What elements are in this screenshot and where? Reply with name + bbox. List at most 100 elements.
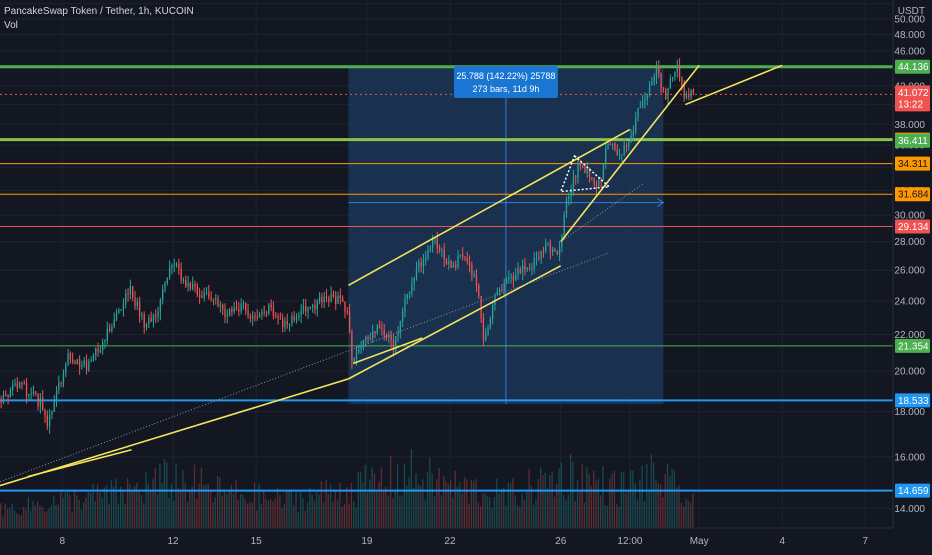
candle-body: [226, 314, 228, 317]
volume-bar: [200, 467, 203, 528]
candle-body: [132, 286, 134, 298]
candle-body: [258, 314, 261, 318]
volume-bar: [230, 484, 233, 528]
volume-bar: [357, 471, 359, 528]
candle-body: [600, 179, 602, 181]
candle-body: [625, 145, 628, 147]
candle-body: [641, 101, 644, 107]
volume-bar: [583, 503, 586, 528]
volume-bar: [189, 490, 191, 528]
volume-bar: [673, 470, 676, 528]
price-tick-label: 22.000: [894, 330, 925, 341]
horizontal-levels[interactable]: [0, 65, 893, 492]
candle-body: [48, 414, 51, 427]
candle-body: [302, 306, 305, 311]
volume-bar: [235, 479, 237, 528]
volume-bar: [149, 490, 152, 528]
volume-bar: [106, 485, 108, 528]
candle-body: [455, 264, 457, 268]
volume-bar: [646, 464, 648, 528]
candle-body: [143, 314, 145, 328]
candle-body: [575, 176, 577, 178]
candle-body: [235, 307, 238, 310]
candle-body: [538, 257, 540, 259]
volume-bar: [479, 505, 482, 528]
trend-lines[interactable]: [0, 64, 783, 487]
candle-body: [489, 318, 491, 328]
volume-bar: [671, 468, 673, 528]
volume-bar: [572, 461, 574, 528]
volume-bar: [461, 493, 463, 528]
volume-bar: [503, 487, 505, 528]
volume-bar: [87, 491, 89, 528]
price-unit-label: USDT: [898, 6, 925, 17]
volume-bar: [507, 482, 509, 528]
trend-line: [27, 449, 132, 478]
candle-body: [231, 308, 233, 312]
volume-bar: [669, 476, 671, 528]
volume-bar: [396, 464, 399, 528]
volume-bar: [66, 490, 69, 528]
volume-bar: [683, 506, 685, 528]
candle-body: [346, 311, 348, 313]
volume-bar: [239, 494, 242, 528]
candle-body: [496, 292, 498, 296]
candle-body: [381, 328, 383, 330]
volume-bar: [634, 483, 636, 528]
candle-body: [618, 154, 621, 156]
volume-bar: [313, 500, 316, 528]
volume-bar: [23, 506, 25, 528]
candle-body: [337, 295, 339, 304]
candle-body: [547, 243, 549, 245]
candle-body: [254, 315, 256, 317]
candle-body: [353, 358, 355, 362]
candle-body: [136, 301, 138, 307]
candle-body: [159, 300, 162, 313]
candle-body: [494, 295, 496, 305]
candle-body: [178, 263, 180, 269]
candle-body: [288, 323, 291, 325]
candle-body: [441, 249, 443, 251]
volume-bar: [226, 494, 228, 528]
volume-bar: [126, 478, 129, 528]
candle-body: [173, 265, 175, 267]
volume-bar: [32, 501, 34, 528]
candle-body: [21, 382, 23, 384]
time-tick-label: 12:00: [617, 536, 642, 547]
candle-body: [692, 89, 695, 95]
volume-bar: [609, 478, 611, 528]
candle-body: [189, 283, 192, 290]
volume-bar: [371, 467, 373, 528]
trend-line: [0, 378, 349, 487]
volume-bar: [629, 470, 632, 528]
candle-body: [598, 179, 600, 186]
candle-body: [256, 316, 258, 318]
candle-body: [284, 321, 286, 328]
candle-body: [150, 317, 152, 322]
candle-body: [203, 292, 205, 298]
volume-bar: [25, 509, 27, 528]
volume-bar: [48, 508, 50, 528]
candle-body: [344, 301, 346, 312]
volume-bar: [154, 467, 156, 528]
candle-body: [157, 312, 159, 317]
volume-bar: [576, 480, 579, 528]
volume-bar: [293, 505, 295, 528]
candle-body: [358, 349, 360, 352]
candle-body: [42, 397, 44, 411]
volume-bar: [359, 472, 362, 528]
volume-bar: [463, 477, 466, 528]
price-label-box: [895, 133, 930, 148]
volume-bar: [53, 495, 55, 528]
candle-body: [475, 274, 478, 286]
candle-body: [616, 149, 618, 156]
volume-bar: [424, 499, 426, 528]
volume-bar: [272, 501, 274, 528]
candle-body: [252, 315, 254, 319]
volume-bar: [599, 495, 602, 528]
candle-body: [602, 164, 605, 180]
price-label-text: 21.354: [898, 341, 929, 352]
candle-body: [413, 278, 415, 284]
candle-body: [637, 108, 639, 119]
